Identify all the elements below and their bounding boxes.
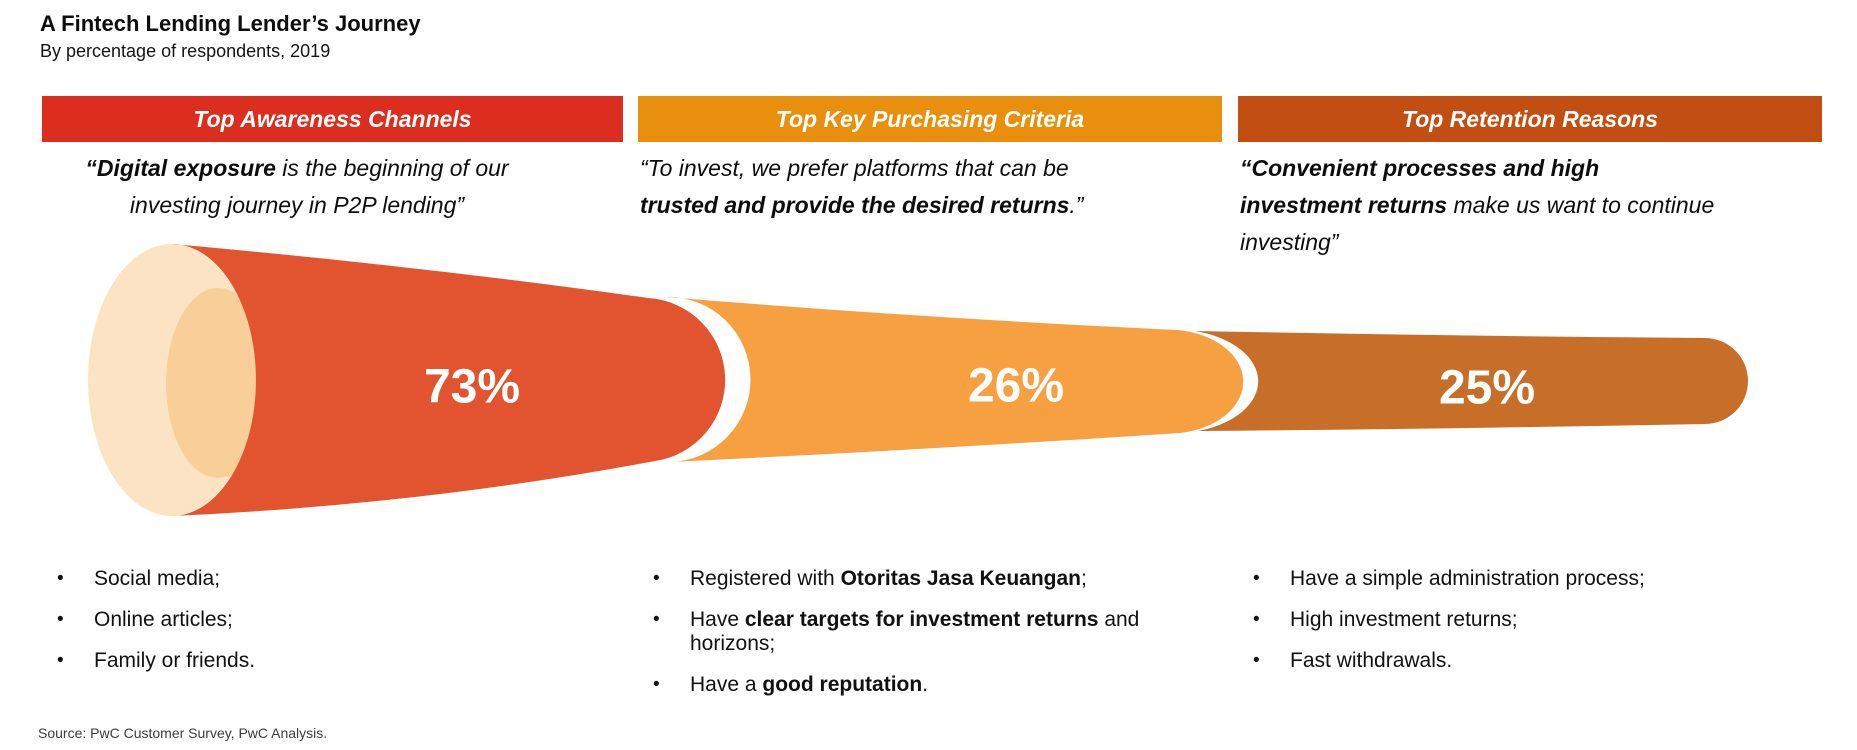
text-run: good reputation [762,673,923,696]
text-run: clear targets for investment returns [744,608,1099,631]
bullet-list-awareness: • Social media; • Online articles; • Family o… [42,567,623,690]
text-run: “To invest, we prefer platforms that can… [640,155,1069,181]
funnel-stage-purchasing [666,296,1244,462]
page-title: A Fintech Lending Lender’s Journey [40,11,421,36]
bullet-icon: • [57,609,64,630]
list-item-text: Social media; [94,567,220,591]
bullet-icon: • [57,650,64,671]
text-run: Social media; [94,567,221,590]
text-run: “Convenient processes and high [1240,155,1600,181]
text-run: trusted and provide the desired returns [640,192,1070,218]
text-run: is the beginning of our [275,155,509,181]
text-run: make us want to continue [1447,192,1715,218]
stage-value-awareness: 73% [423,360,521,414]
text-run: .” [1069,192,1084,218]
bullet-icon: • [653,568,660,589]
list-item: • High investment returns; [1238,608,1822,632]
text-run: Otoritas Jasa Keuangan [840,567,1081,590]
list-item: • Have a simple administration process; [1238,567,1822,591]
list-item: • Social media; [42,567,623,591]
text-run: Have a simple administration process; [1290,567,1645,590]
quote-awareness: “Digital exposure is the beginning of ou… [42,150,552,224]
bullet-icon: • [1253,568,1260,589]
quote-purchasing: “To invest, we prefer platforms that can… [640,150,1215,224]
stage-value-purchasing: 26% [967,359,1065,413]
text-run: Have a [690,673,763,696]
list-item: • Have clear targets for investment retur… [638,608,1222,656]
source-note: Source: PwC Customer Survey, PwC Analysi… [38,725,328,741]
banner-purchasing-criteria: Top Key Purchasing Criteria [638,96,1222,142]
list-item: • Family or friends. [42,649,623,673]
list-item-text: Have clear targets for investment return… [690,608,1190,656]
list-item-text: Have a good reputation. [690,673,928,697]
text-run: Registered with [690,567,841,590]
list-item-text: Family or friends. [94,649,255,673]
list-item-text: Have a simple administration process; [1290,567,1645,591]
text-run: investing journey in P2P lending” [129,192,465,218]
list-item-text: Online articles; [94,608,233,632]
text-run: investing” [1240,229,1339,255]
bullet-list-retention: • Have a simple administration process; • H… [1238,567,1822,690]
text-run: Fast withdrawals. [1290,649,1453,672]
text-run: investment returns [1240,192,1448,218]
text-run: “Digital exposure [85,155,276,181]
list-item-text: High investment returns; [1290,608,1518,632]
text-run: . [922,673,929,696]
bullet-icon: • [1253,609,1260,630]
stage-value-retention: 25% [1438,361,1536,415]
text-run: and horizons; [690,608,1140,655]
text-run: Online articles; [94,608,233,631]
page-subtitle: By percentage of respondents, 2019 [40,41,331,61]
bullet-icon: • [653,609,660,630]
list-item-text: Fast withdrawals. [1290,649,1452,673]
quote-retention: “Convenient processes and high investment… [1240,150,1824,261]
funnel-mouth-inner [166,288,270,478]
funnel-stage-retention [1195,331,1748,431]
text-run: ; [1081,567,1087,590]
list-item: • Registered with Otoritas Jasa Keuangan; [638,567,1222,591]
bullet-icon: • [1253,650,1260,671]
text-run: Family or friends. [94,649,256,672]
list-item: • Online articles; [42,608,623,632]
text-run: High investment returns; [1290,608,1518,631]
list-item: • Fast withdrawals. [1238,649,1822,673]
bullet-list-purchasing: • Registered with Otoritas Jasa Keuangan;… [638,567,1222,714]
bullet-icon: • [57,568,64,589]
list-item: • Have a good reputation. [638,673,1222,697]
funnel-stage-awareness [172,244,726,516]
banner-awareness-channels: Top Awareness Channels [42,96,623,142]
text-run: Have [690,608,745,631]
list-item-text: Registered with Otoritas Jasa Keuangan; [690,567,1087,591]
bullet-icon: • [653,674,660,695]
banner-retention-reasons: Top Retention Reasons [1238,96,1822,142]
